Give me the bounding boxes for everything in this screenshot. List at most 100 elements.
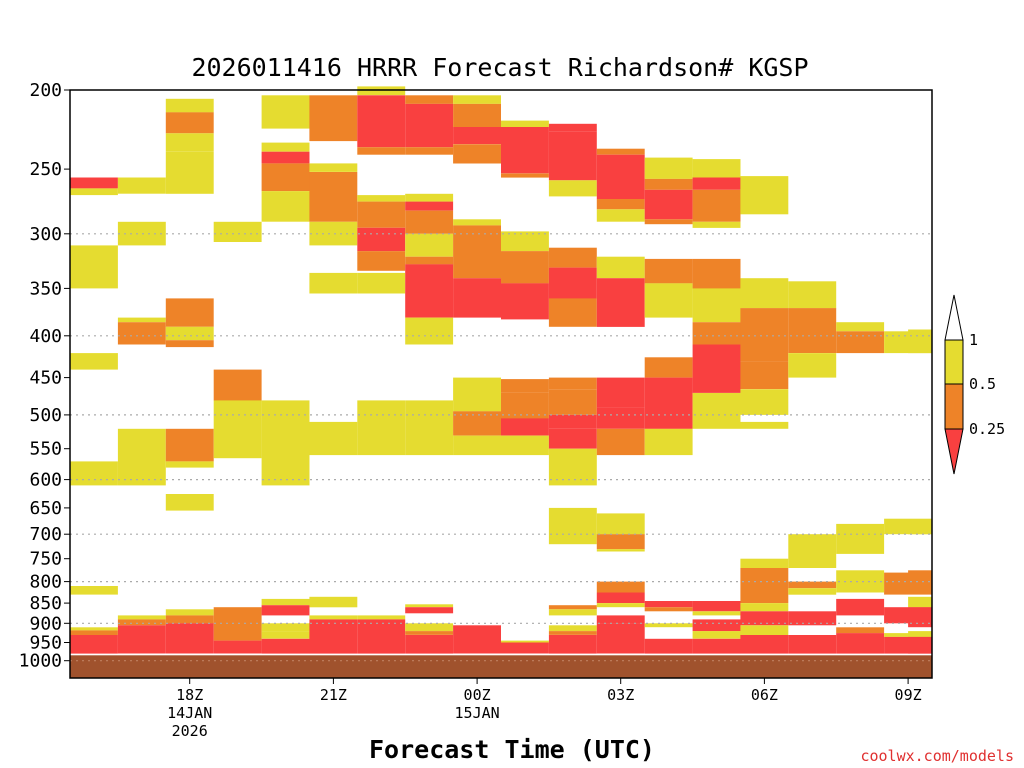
x-tick-label: 14JAN: [167, 704, 212, 722]
y-tick-label: 900: [29, 613, 62, 634]
heatmap-cell: [165, 151, 214, 194]
heatmap-cell: [740, 603, 789, 612]
heatmap-cell: [692, 344, 741, 393]
heatmap-cell: [692, 288, 741, 323]
heatmap-cell: [165, 112, 214, 134]
x-tick-label: 09Z: [895, 686, 922, 704]
heatmap-cell: [740, 558, 789, 568]
heatmap-cell: [70, 586, 118, 595]
heatmap-cell: [644, 601, 693, 608]
heatmap-cell: [908, 631, 932, 637]
heatmap-cell: [261, 191, 310, 222]
heatmap-cell: [165, 340, 214, 348]
heatmap-cell: [644, 623, 693, 628]
heatmap-cell: [908, 596, 932, 608]
heatmap-cell: [836, 627, 885, 634]
heatmap-cell: [213, 607, 262, 641]
heatmap-cell: [357, 272, 406, 294]
heatmap-cell: [453, 95, 501, 104]
heatmap-cell: [836, 322, 885, 332]
heatmap-cell: [501, 173, 549, 178]
heatmap-cell: [692, 601, 741, 612]
heatmap-cell: [309, 421, 358, 456]
heatmap-cell: [788, 534, 837, 568]
heatmap-cell: [548, 428, 597, 449]
x-tick-label: 2026: [172, 722, 208, 740]
heatmap-cell: [644, 377, 693, 429]
heatmap-cell: [70, 630, 118, 635]
y-tick-label: 200: [29, 80, 62, 101]
heatmap-cell: [165, 428, 214, 462]
heatmap-cell: [405, 193, 454, 202]
y-tick-label: 650: [29, 498, 62, 519]
heatmap-cell: [788, 281, 837, 309]
heatmap-cell: [548, 625, 597, 632]
surface-ground: [70, 655, 932, 678]
chart-title: 2026011416 HRRR Forecast Richardson# KGS…: [191, 53, 808, 82]
heatmap-cell: [692, 638, 741, 654]
heatmap-cell: [261, 400, 310, 486]
heatmap-cell: [405, 607, 454, 614]
heatmap-cell: [596, 513, 645, 535]
heatmap-cell: [405, 103, 454, 148]
heatmap-cell: [357, 251, 406, 271]
y-tick-label: 350: [29, 278, 62, 299]
heatmap-cell: [596, 407, 645, 429]
heatmap-cell: [836, 570, 885, 593]
heatmap-cell: [501, 640, 549, 643]
heatmap-cell: [548, 631, 597, 635]
heatmap-cell: [596, 154, 645, 200]
heatmap-cell: [70, 188, 118, 196]
heatmap-cell: [165, 98, 214, 113]
heatmap-cell: [165, 461, 214, 468]
heatmap-cell: [548, 609, 597, 616]
y-tick-label: 550: [29, 439, 62, 460]
heatmap-cell: [165, 609, 214, 616]
heatmap-cell: [548, 507, 597, 545]
heatmap-cell: [740, 389, 789, 415]
heatmap-cell: [453, 103, 501, 127]
heatmap-cell: [908, 636, 932, 654]
heatmap-cell: [357, 227, 406, 252]
colorbar-legend: 1 0.5 0.25: [944, 294, 1005, 475]
y-tick-label: 1000: [19, 651, 62, 672]
heatmap-cell: [596, 428, 645, 456]
heatmap-cell: [165, 298, 214, 327]
heatmap-cell: [501, 435, 549, 456]
y-tick-label: 800: [29, 572, 62, 593]
heatmap-cell: [644, 219, 693, 225]
heatmap-cell: [357, 619, 406, 654]
heatmap-cell: [740, 176, 789, 215]
heatmap-cell: [596, 603, 645, 608]
heatmap-cell: [213, 640, 262, 654]
heatmap-cell: [213, 221, 262, 242]
heatmap-cell: [117, 428, 166, 486]
x-tick-label: 00Z: [464, 686, 491, 704]
heatmap-cell: [405, 317, 454, 345]
heatmap-cell: [405, 631, 454, 635]
heatmap-cell: [117, 619, 166, 626]
heatmap-cell: [70, 245, 118, 289]
x-tick-label: 21Z: [320, 686, 347, 704]
heatmap-cell: [501, 642, 549, 654]
heatmap-cell: [357, 400, 406, 456]
heatmap-cell: [70, 177, 118, 189]
y-tick-label: 600: [29, 470, 62, 491]
heatmap-cell: [453, 127, 501, 145]
heatmap-cell: [357, 195, 406, 202]
heatmap-cell: [884, 633, 932, 637]
heatmap-cell: [357, 95, 406, 148]
heatmap-cell: [788, 308, 837, 353]
heatmap-cell: [213, 369, 262, 401]
heatmap-cell: [405, 400, 454, 456]
heatmap-cell: [405, 95, 454, 104]
x-tick-label: 03Z: [607, 686, 634, 704]
heatmap-cell: [309, 95, 358, 142]
legend-swatch-bottom: [944, 428, 964, 475]
y-tick-label: 750: [29, 549, 62, 570]
heatmap-cell: [165, 615, 214, 624]
y-tick-label: 850: [29, 593, 62, 614]
legend-swatch-top: [944, 294, 964, 341]
heatmap-cell: [548, 131, 597, 181]
heatmap-cell: [453, 144, 501, 164]
